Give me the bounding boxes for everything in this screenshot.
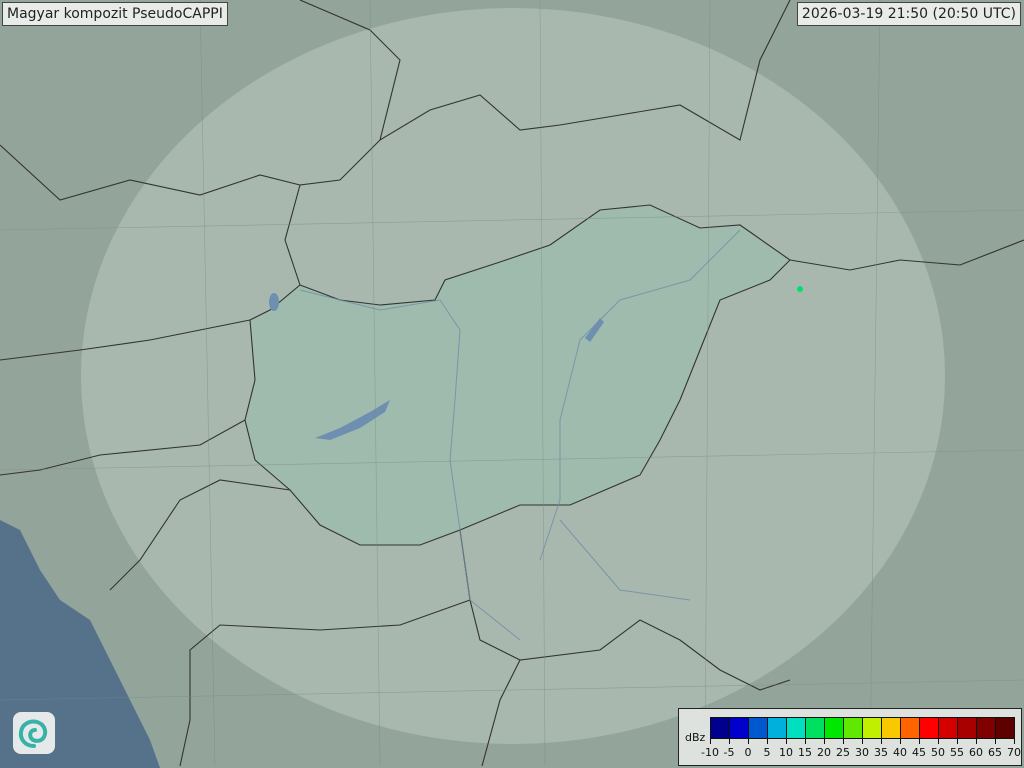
radar-echo [797,286,803,292]
legend-swatch [806,718,825,738]
legend-swatch [787,718,806,738]
legend-tick-label: 5 [763,746,771,759]
legend-tick-label: 55 [950,746,964,759]
legend-tick [881,738,882,744]
legend-swatch [749,718,768,738]
legend-unit: dBz [685,731,706,744]
legend-tick-label: 15 [798,746,812,759]
legend-tick [957,738,958,744]
swirl-logo-icon [18,719,48,748]
legend-tick-label: 25 [836,746,850,759]
legend-tick-label: -5 [723,746,735,759]
legend-swatch [901,718,920,738]
legend-tick-label: 45 [912,746,926,759]
legend-swatch [977,718,996,738]
omsz-logo [13,712,55,754]
legend-tick [976,738,977,744]
legend-tick-label: 30 [855,746,869,759]
legend-tick-label: 65 [988,746,1002,759]
dbz-legend: dBz -10 -5 0 5 10 15 20 25 30 35 40 45 50 55 60 65 70 [678,708,1022,766]
legend-tick [995,738,996,744]
timestamp: 2026-03-19 21:50 (20:50 UTC) [796,2,1021,26]
legend-tick [710,738,711,744]
legend-swatch [711,718,730,738]
legend-tick [824,738,825,744]
legend-tick-label: 35 [874,746,888,759]
legend-tick-label: 20 [817,746,831,759]
legend-tick-label: 0 [744,746,752,759]
legend-tick-label: 10 [779,746,793,759]
legend-tick [919,738,920,744]
legend-tick-label: -10 [701,746,719,759]
lake-tisza [585,318,604,342]
lake-balaton [315,400,390,440]
map-title: Magyar kompozit PseudoCAPPI [2,2,228,26]
legend-tick [729,738,730,744]
legend-tick-label: 50 [931,746,945,759]
legend-tick [748,738,749,744]
legend-tick [862,738,863,744]
lakes [269,293,604,440]
legend-swatch [863,718,882,738]
legend-tick-label: 40 [893,746,907,759]
legend-swatch [768,718,787,738]
legend-tick-label: 60 [969,746,983,759]
legend-tick [900,738,901,744]
rivers [299,229,741,641]
legend-tick [767,738,768,744]
legend-tick [805,738,806,744]
legend-swatch [920,718,939,738]
legend-tick [786,738,787,744]
legend-swatch [844,718,863,738]
legend-swatch [730,718,749,738]
legend-tick [843,738,844,744]
lake-neusiedl [269,293,279,311]
legend-ticks: -10 -5 0 5 10 15 20 25 30 35 40 45 50 55 60 65 70 [701,738,1021,759]
legend-tick-label: 70 [1007,746,1021,759]
legend-swatch [958,718,977,738]
legend-swatch [882,718,901,738]
legend-swatch [939,718,958,738]
legend-tick [938,738,939,744]
legend-swatch [825,718,844,738]
legend-color-scale [710,717,1015,739]
legend-tick [1014,738,1015,744]
legend-swatch [996,718,1014,738]
adriatic-sea [0,520,160,768]
